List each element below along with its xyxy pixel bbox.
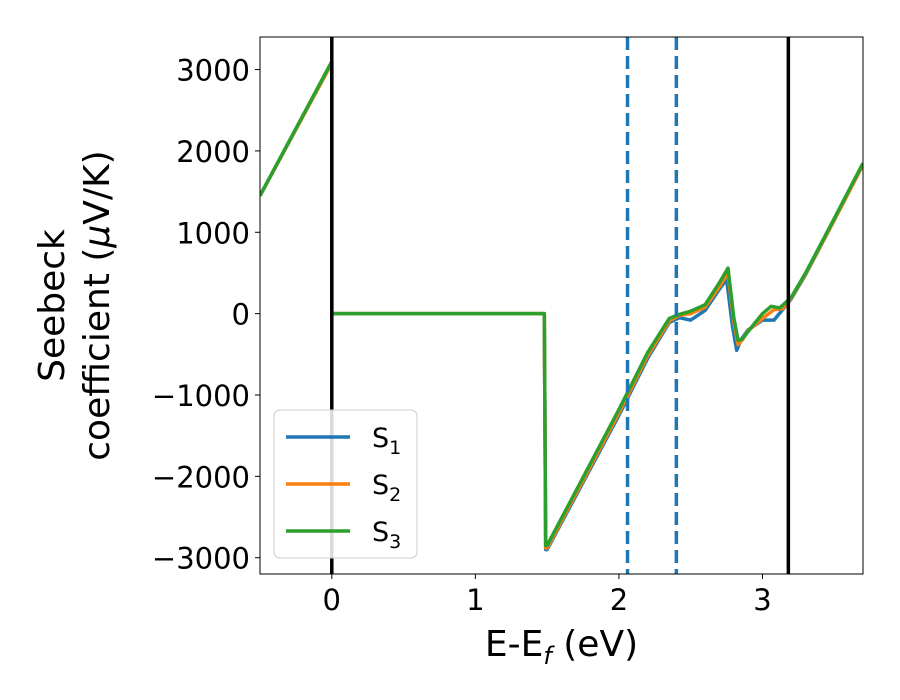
y-axis-title-line2: coefficient (μV/K) — [77, 150, 118, 460]
y-tick-label: 2000 — [176, 135, 250, 169]
x-axis-title: E-Ef (eV) — [485, 624, 638, 670]
x-tick-label: 1 — [466, 583, 484, 617]
y-axis-title-line2-text: coefficient ( — [77, 248, 118, 461]
legend-label-s3: S3 — [372, 517, 401, 553]
series-line-s2 — [260, 61, 863, 550]
y-axis-title-unit: V/K) — [77, 150, 118, 224]
x-tick-label: 2 — [610, 583, 628, 617]
series-line-s3 — [260, 59, 863, 548]
y-axis-title: Seebeck coefficient (μV/K) — [32, 150, 118, 460]
legend-label-s1: S1 — [372, 423, 401, 459]
y-tick-label: −2000 — [152, 460, 250, 494]
y-tick-label: −1000 — [152, 379, 250, 413]
y-axis-title-line1: Seebeck — [32, 229, 73, 382]
y-axis-title-mu: μ — [77, 225, 118, 249]
y-tick-label: 1000 — [176, 216, 250, 250]
y-tick-label: 0 — [232, 298, 250, 332]
x-tick-label: 0 — [323, 583, 341, 617]
x-tick-label: 3 — [753, 583, 771, 617]
y-tick-label: 3000 — [176, 54, 250, 88]
plot-frame — [259, 36, 864, 575]
data-layer — [260, 37, 863, 574]
legend: S1 S2 S3 — [273, 409, 418, 559]
x-axis-title-unit: (eV) — [552, 624, 638, 665]
y-tick-label: −3000 — [152, 542, 250, 576]
ticks-layer: 0 1 2 3 −3000 −2000 −1000 0 1000 2000 3000 — [152, 54, 772, 617]
x-axis-title-main: E-E — [485, 624, 543, 665]
legend-label-s2: S2 — [372, 470, 401, 506]
